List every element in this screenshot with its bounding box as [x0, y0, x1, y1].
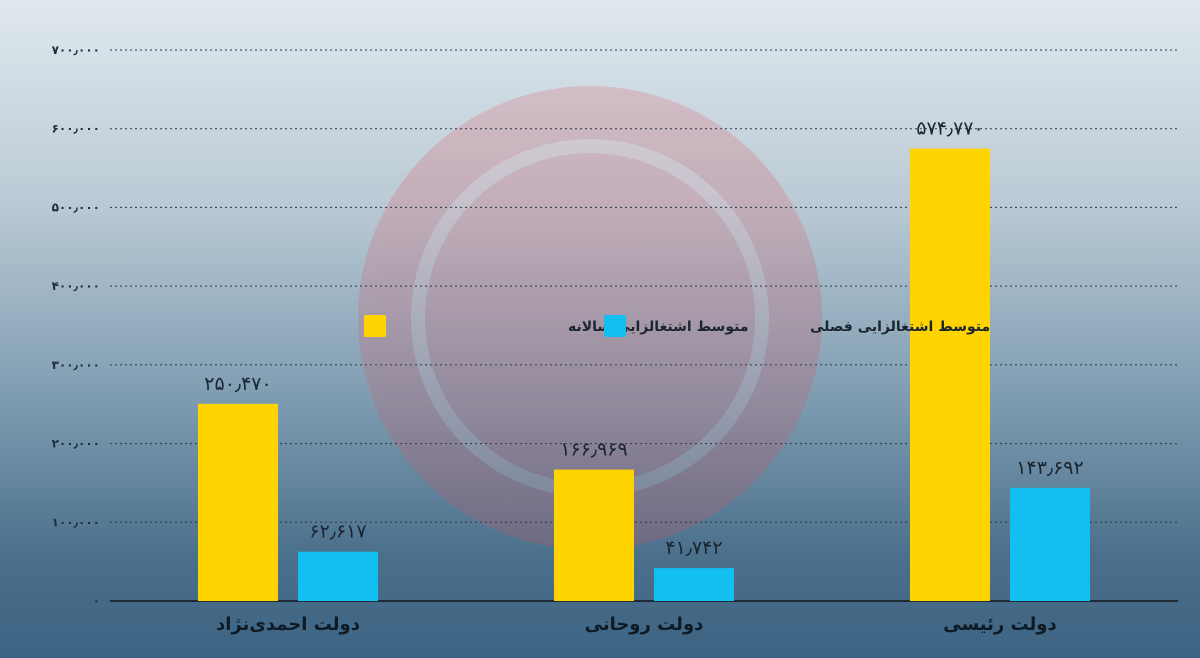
y-tick-label: ۳۰۰٫۰۰۰: [52, 358, 100, 372]
bar-annual: [910, 148, 990, 601]
legend: متوسط اشتغالزایی سالانه متوسط اشتغالزایی …: [364, 315, 990, 337]
category-label: دولت احمدی‌نژاد: [216, 614, 360, 635]
bar-annual: [554, 469, 634, 601]
bars: [198, 148, 1090, 601]
category-label: دولت روحانی: [585, 614, 704, 635]
legend-swatch: [604, 315, 626, 337]
x-axis: دولت احمدی‌نژاد دولت روحانی دولت رئیسی: [216, 614, 1057, 635]
y-tick-label: ۰: [93, 594, 100, 608]
data-label: ۴۱٫۷۴۲: [665, 537, 722, 559]
data-label: ۱۴۳٫۶۹۲: [1016, 457, 1083, 479]
data-label: ۵۷۴٫۷۷۰: [916, 118, 983, 140]
bar-annual: [198, 403, 278, 601]
legend-label: متوسط اشتغالزایی سالانه: [568, 319, 749, 335]
data-label: ۶۲٫۶۱۷: [309, 521, 366, 543]
bar-seasonal: [1010, 487, 1090, 601]
data-label: ۱۶۶٫۹۶۹: [560, 439, 627, 461]
bar-seasonal: [298, 551, 378, 601]
gridlines: [110, 49, 1178, 602]
y-tick-label: ۲۰۰٫۰۰۰: [52, 437, 100, 451]
y-tick-label: ۶۰۰٫۰۰۰: [52, 122, 100, 136]
data-label: ۲۵۰٫۴۷۰: [204, 373, 271, 395]
data-labels: ۲۵۰٫۴۷۰ ۱۶۶٫۹۶۹ ۵۷۴٫۷۷۰ ۶۲٫۶۱۷ ۴۱٫۷۴۲ ۱۴۳٫۶۹۲: [204, 118, 1083, 560]
category-label: دولت رئیسی: [943, 614, 1057, 635]
bar-seasonal: [654, 568, 734, 601]
y-tick-label: ۵۰۰٫۰۰۰: [52, 200, 100, 214]
legend-swatch: [364, 315, 386, 337]
y-tick-label: ۴۰۰٫۰۰۰: [52, 279, 100, 293]
y-tick-label: ۷۰۰٫۰۰۰: [52, 43, 100, 57]
y-axis: ۰ ۱۰۰٫۰۰۰ ۲۰۰٫۰۰۰ ۳۰۰٫۰۰۰ ۴۰۰٫۰۰۰ ۵۰۰٫۰۰۰ ۶۰۰٫…: [52, 43, 100, 608]
y-tick-label: ۱۰۰٫۰۰۰: [52, 515, 100, 529]
legend-label: متوسط اشتغالزایی فصلی: [810, 319, 990, 335]
